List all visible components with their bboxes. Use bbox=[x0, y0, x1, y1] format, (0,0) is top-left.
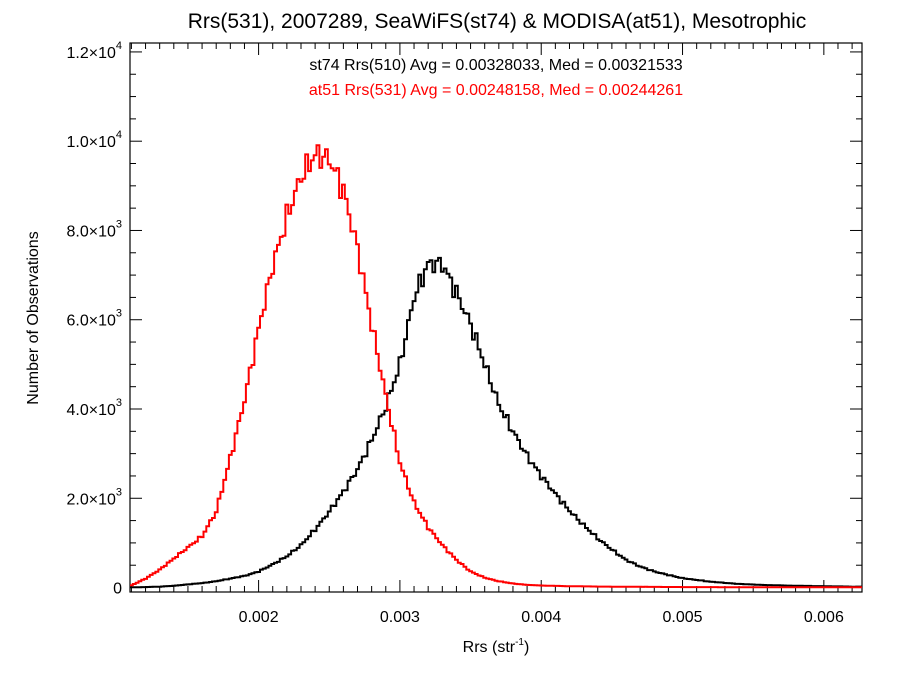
x-axis-label-suffix: ) bbox=[524, 639, 529, 656]
y-axis-ticks: 02.0×1034.0×1036.0×1038.0×1031.0×1041.2×… bbox=[66, 40, 862, 598]
x-axis-label-text: Rrs (str bbox=[463, 639, 516, 656]
y-tick-label-base: 8.0×10 bbox=[66, 223, 115, 240]
y-tick-label-exp: 3 bbox=[116, 218, 122, 230]
x-tick-label: 0.003 bbox=[380, 609, 420, 626]
x-tick-label: 0.004 bbox=[521, 609, 561, 626]
x-axis-ticks: 0.002 0.003 0.004 0.005 0.006 bbox=[130, 43, 853, 626]
y-tick-label: 0 bbox=[113, 581, 122, 598]
y-tick-label: 2.0×103 bbox=[66, 486, 122, 508]
y-tick-label-base: 0 bbox=[113, 581, 122, 598]
y-tick-label-base: 4.0×10 bbox=[66, 402, 115, 419]
y-tick-label-base: 2.0×10 bbox=[66, 491, 115, 508]
x-axis-label: Rrs (str-1) bbox=[463, 637, 530, 656]
y-tick-label-exp: 4 bbox=[116, 129, 122, 141]
plot-area: 0.002 0.003 0.004 0.005 0.006 02.0×1034.0×10… bbox=[66, 40, 863, 626]
y-tick-label-exp: 3 bbox=[116, 308, 122, 320]
series-line-1 bbox=[130, 144, 862, 589]
chart-title: Rrs(531), 2007289, SeaWiFS(st74) & MODIS… bbox=[188, 10, 807, 33]
x-tick-label: 0.002 bbox=[239, 609, 279, 626]
y-tick-label-base: 6.0×10 bbox=[66, 313, 115, 330]
y-tick-label-base: 1.0×10 bbox=[66, 134, 115, 151]
annotation-at51: at51 Rrs(531) Avg = 0.00248158, Med = 0.… bbox=[309, 82, 683, 99]
series-group bbox=[130, 144, 862, 589]
y-tick-label-base: 1.2×10 bbox=[66, 45, 115, 62]
x-tick-label: 0.006 bbox=[804, 609, 844, 626]
y-tick-label: 1.0×104 bbox=[66, 129, 122, 151]
y-axis-label: Number of Observations bbox=[25, 231, 42, 404]
y-tick-label-exp: 3 bbox=[116, 486, 122, 498]
annotation-st74: st74 Rrs(510) Avg = 0.00328033, Med = 0.… bbox=[309, 57, 682, 74]
x-axis-label-sup: -1 bbox=[515, 637, 524, 648]
y-tick-label: 1.2×104 bbox=[66, 40, 122, 62]
x-tick-label: 0.005 bbox=[663, 609, 703, 626]
y-tick-label-exp: 4 bbox=[116, 40, 122, 52]
plot-frame bbox=[129, 42, 863, 593]
y-tick-label: 8.0×103 bbox=[66, 218, 122, 240]
series-line-0 bbox=[130, 256, 862, 589]
y-tick-label-exp: 3 bbox=[116, 397, 122, 409]
y-tick-label: 6.0×103 bbox=[66, 308, 122, 330]
y-tick-label: 4.0×103 bbox=[66, 397, 122, 419]
